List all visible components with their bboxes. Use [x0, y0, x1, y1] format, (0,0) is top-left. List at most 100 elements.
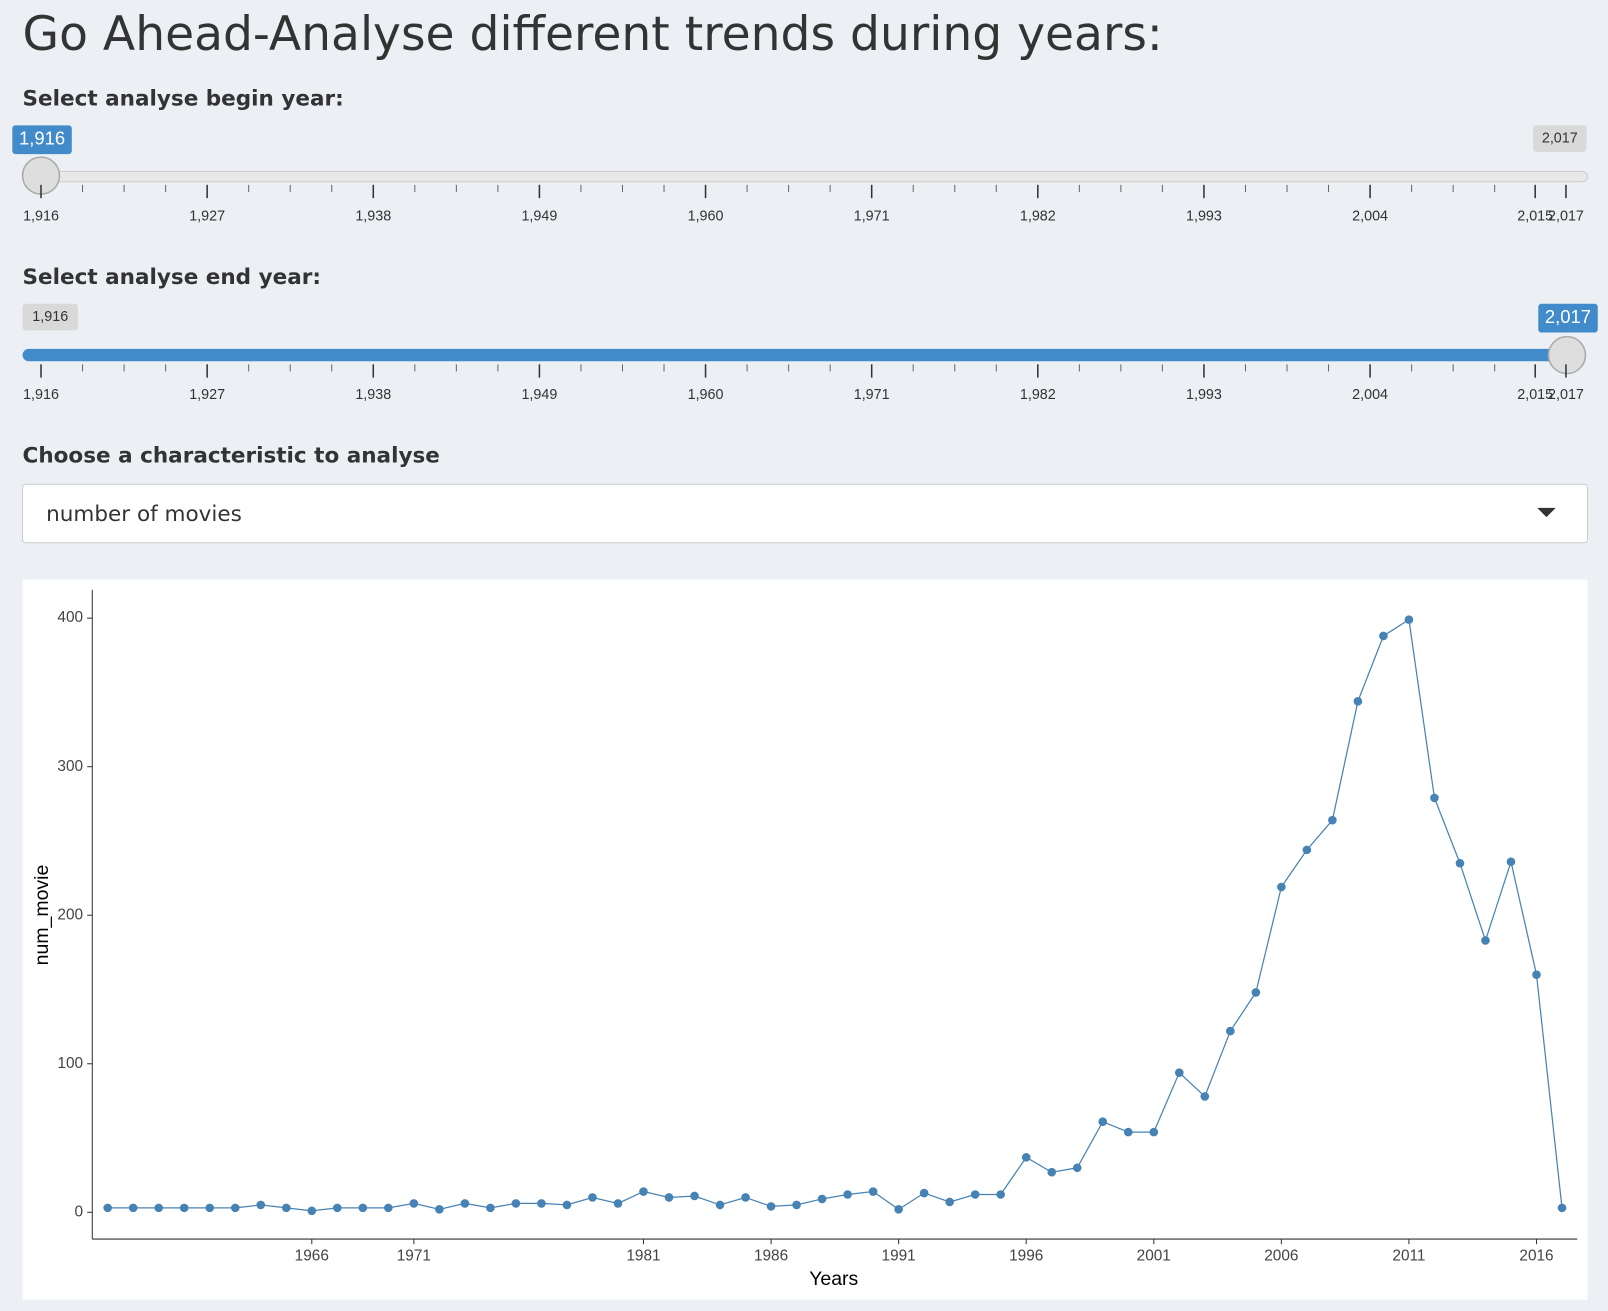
data-point — [588, 1193, 597, 1202]
data-point — [333, 1203, 342, 1213]
data-point — [1149, 1127, 1159, 1137]
dropdown-arrow — [1537, 507, 1556, 518]
slider-track[interactable] — [22, 170, 1589, 183]
x-tick-label: 2016 — [1519, 1248, 1553, 1265]
data-line — [107, 618, 1563, 1212]
x-tick-label: 1971 — [397, 1248, 431, 1265]
grid-label: 1,949 — [521, 387, 557, 403]
dropdown[interactable] — [22, 483, 1589, 544]
grid-label: 1,971 — [854, 208, 890, 224]
data-point — [281, 1203, 291, 1213]
y-axis-label: num_movie — [31, 865, 53, 966]
slider-grid: 1,916 1,927 1,938 1,949 1,960 1,971 1,982 1,993… — [23, 184, 1584, 224]
slider-track[interactable] — [22, 348, 1567, 362]
grid-label: 1,927 — [189, 387, 225, 403]
slider-label: Select analyse begin year: — [23, 87, 344, 112]
data-point — [1047, 1167, 1057, 1177]
x-axis-label: Years — [809, 1268, 858, 1290]
data-point — [1353, 697, 1363, 706]
data-point — [1404, 615, 1414, 624]
grid-label: 1,971 — [854, 387, 890, 403]
data-point — [741, 1193, 750, 1202]
data-point — [128, 1203, 138, 1213]
data-point — [843, 1190, 852, 1199]
slider-value: 1,916 — [19, 128, 65, 149]
data-point — [562, 1200, 572, 1210]
slider-label: Select analyse end year: — [23, 265, 321, 290]
data-point — [1021, 1153, 1031, 1162]
data-point — [460, 1199, 470, 1208]
grid-label: 1,960 — [688, 387, 724, 403]
data-point — [945, 1197, 954, 1207]
data-point — [358, 1203, 368, 1213]
grid-label: 1,993 — [1186, 387, 1222, 403]
data-point — [1302, 845, 1312, 855]
data-point — [103, 1203, 112, 1213]
data-point — [690, 1191, 699, 1201]
grid-label: 1,960 — [688, 208, 724, 224]
data-point — [1277, 882, 1286, 892]
x-tick-label: 1996 — [1009, 1248, 1043, 1265]
data-point — [435, 1205, 444, 1214]
grid-label: 1,949 — [521, 208, 557, 224]
grid-label: 2,017 — [1548, 387, 1584, 403]
data-point — [179, 1203, 189, 1213]
data-point — [1098, 1117, 1108, 1127]
grid-label: 1,916 — [23, 208, 59, 224]
x-tick-label: 2001 — [1137, 1248, 1171, 1265]
data-point — [613, 1199, 623, 1208]
slider-max: 2,017 — [1542, 130, 1578, 146]
slider-handle[interactable] — [1547, 335, 1587, 375]
data-point — [1379, 631, 1388, 641]
data-point — [894, 1205, 903, 1214]
data-point — [230, 1203, 240, 1213]
grid-label: 1,993 — [1186, 208, 1222, 224]
x-tick-label: 1966 — [295, 1248, 329, 1265]
page-title: Go Ahead-Analyse different trends during… — [23, 7, 1163, 62]
x-tick-label: 1991 — [882, 1248, 916, 1265]
data-point — [537, 1199, 546, 1208]
grid-label: 2,017 — [1548, 208, 1584, 224]
data-point — [970, 1190, 980, 1199]
data-point — [766, 1202, 776, 1211]
data-point — [409, 1199, 419, 1208]
slider-value: 2,017 — [1545, 306, 1591, 327]
data-point — [1455, 858, 1465, 868]
slider-min-box — [22, 303, 78, 331]
data-point — [1226, 1026, 1235, 1036]
data-point — [511, 1199, 521, 1208]
x-tick-label: 1986 — [754, 1248, 788, 1265]
data-point — [1123, 1127, 1133, 1137]
plot: 0 100 200 300 400 1966 1971 1981 1986 1991 1996 200… — [57, 609, 1567, 1265]
grid-label: 1,927 — [189, 208, 225, 224]
data-point — [1430, 793, 1439, 803]
data-point — [639, 1187, 648, 1196]
data-point — [384, 1203, 393, 1213]
data-point — [664, 1193, 674, 1202]
data-point — [996, 1190, 1005, 1199]
y-tick-label: 400 — [57, 609, 83, 626]
dropdown-label: Choose a characteristic to analyse — [23, 444, 440, 469]
grid-label: 2,004 — [1352, 208, 1388, 224]
data-point — [1174, 1068, 1184, 1078]
x-tick-label: 1981 — [626, 1248, 660, 1265]
x-tick-label: 2011 — [1392, 1248, 1425, 1265]
data-point — [1328, 815, 1337, 825]
x-tick-label: 2006 — [1264, 1248, 1298, 1265]
data-point — [919, 1188, 929, 1198]
data-point — [715, 1200, 725, 1210]
grid-label: 2,004 — [1352, 387, 1388, 403]
slider-value-box — [12, 125, 72, 155]
grid-label: 2,015 — [1517, 387, 1553, 403]
data-point — [486, 1203, 495, 1213]
data-point — [1532, 970, 1541, 979]
data-point — [1072, 1163, 1082, 1173]
dropdown-selected: number of movies — [46, 502, 242, 527]
slider-value-box — [1538, 303, 1598, 333]
y-tick-label: 200 — [57, 906, 83, 923]
data-point — [1506, 857, 1516, 867]
grid-label: 1,938 — [355, 208, 391, 224]
grid-label: 2,015 — [1517, 208, 1553, 224]
data-point — [817, 1194, 827, 1204]
